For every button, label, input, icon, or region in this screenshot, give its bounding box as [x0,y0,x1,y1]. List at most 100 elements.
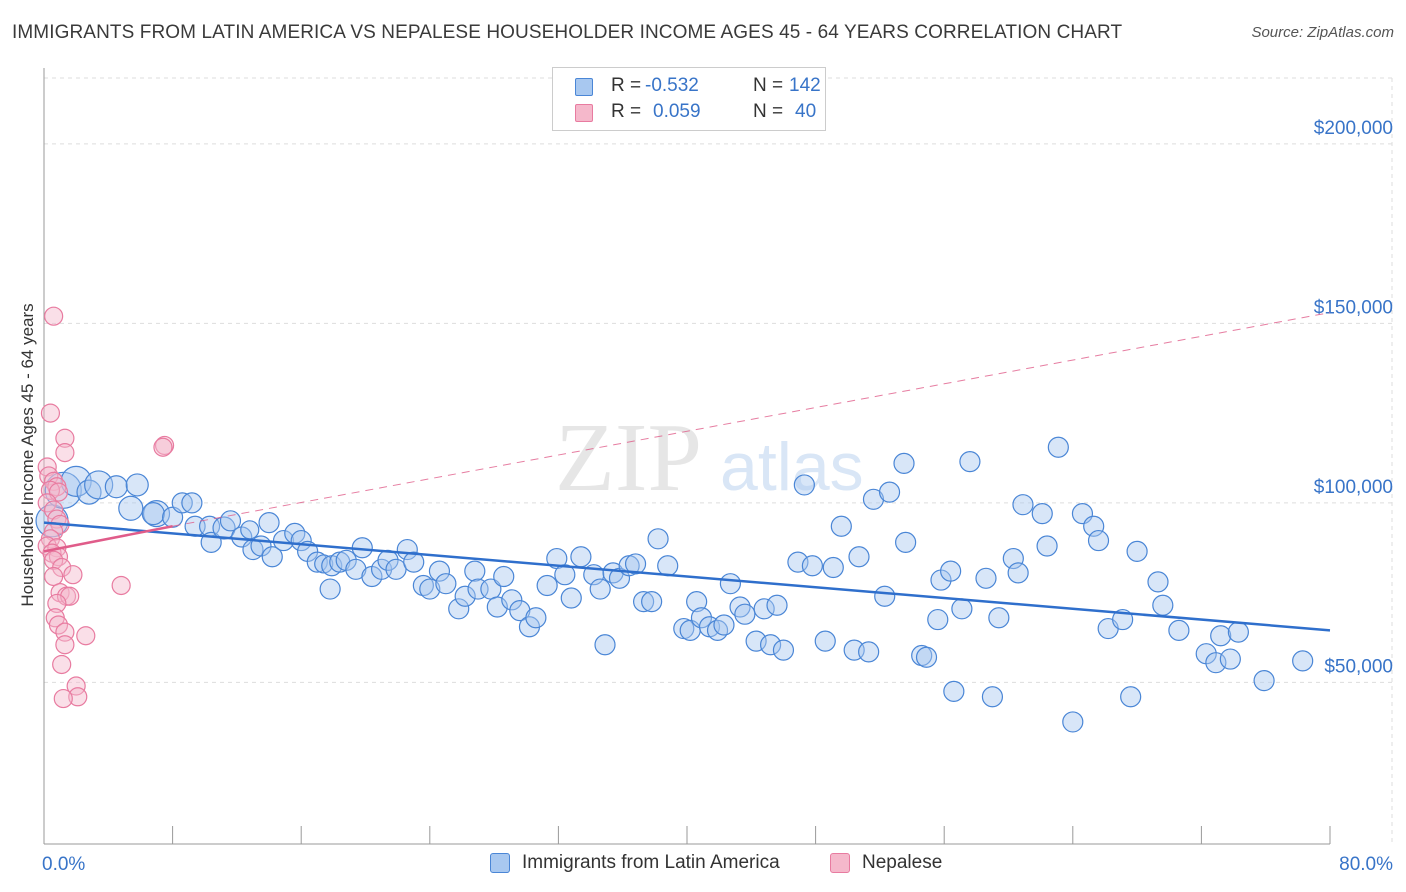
point-latin-america [1147,571,1169,593]
y-tick-label: $200,000 [1314,118,1393,139]
point-latin-america [632,591,655,613]
legend-r-label: R = [611,101,642,122]
trend-line-latin-america [43,521,1331,632]
point-latin-america [830,515,852,537]
legend-swatch-nepalese [575,104,593,122]
point-latin-america [1168,619,1190,641]
point-latin-america [927,608,949,631]
point-nepalese [153,437,173,457]
point-latin-america [793,474,815,496]
point-nepalese [40,480,61,500]
point-latin-america [125,473,149,497]
point-latin-america [759,634,782,656]
legend-r-label: R = [611,75,642,96]
point-latin-america [181,492,203,514]
point-latin-america [915,646,938,668]
legend-n-value: 142 [789,75,821,96]
point-latin-america [258,512,280,534]
point-latin-america [118,495,144,521]
point-latin-america [44,471,82,509]
point-latin-america [1253,670,1275,692]
point-latin-america [801,555,823,577]
point-latin-america [219,510,242,532]
trend-line-nepalese [43,524,173,553]
point-nepalese [53,688,73,709]
point-latin-america [570,546,592,568]
point-latin-america [60,465,92,497]
y-tick-label: $150,000 [1314,297,1393,318]
x-tick-label-min: 0.0% [42,854,85,875]
point-latin-america [493,565,515,588]
point-latin-america [560,587,582,609]
bottom-legend-label-latin-america: Immigrants from Latin America [522,852,780,873]
point-latin-america [261,546,283,568]
point-latin-america [1227,621,1249,643]
grid-lines [44,77,1393,844]
point-latin-america [822,556,844,579]
point-latin-america [1126,540,1148,562]
point-latin-america [647,528,669,550]
point-nepalese [48,615,69,635]
point-latin-america [940,560,962,582]
point-nepalese [37,493,57,513]
point-nepalese [44,550,64,570]
point-latin-america [848,546,870,568]
watermark: ZIP atlas [555,404,864,512]
legend-n-label: N = [753,101,784,122]
y-tick-label: $100,000 [1314,477,1393,498]
point-latin-america [772,639,795,661]
point-latin-america [1083,515,1105,537]
point-latin-america [1152,594,1174,616]
point-latin-america [1036,535,1058,557]
point-latin-america [589,578,611,600]
point-nepalese [44,306,64,326]
chart-title: IMMIGRANTS FROM LATIN AMERICA VS NEPALES… [12,22,1123,43]
point-latin-america [734,603,756,625]
point-latin-america [419,578,441,600]
point-latin-america [895,531,917,553]
point-latin-america [554,564,576,586]
point-nepalese [111,575,131,596]
point-latin-america [959,450,981,473]
point-nepalese [55,635,75,655]
bottom-legend-label-nepalese: Nepalese [862,852,943,873]
point-latin-america [272,529,295,552]
point-latin-america [753,598,775,620]
point-latin-america [1087,529,1110,552]
point-latin-america [1062,711,1084,733]
point-latin-america [690,607,713,629]
point-latin-america [448,598,470,620]
point-latin-america [428,560,451,582]
point-latin-america [501,589,523,611]
point-latin-america [403,551,425,573]
correlation-legend: R = -0.532 N = 142 R = 0.059 N = 40 [552,67,826,131]
point-latin-america [981,686,1004,708]
point-nepalese [52,654,72,675]
point-latin-america [1120,686,1142,708]
x-tick-label-max: 80.0% [1339,854,1393,875]
legend-r-value: 0.059 [653,101,701,122]
point-nepalese [44,566,64,587]
point-latin-america [641,591,663,613]
point-latin-america [385,558,407,580]
point-latin-america [951,598,973,620]
legend-n-label: N = [753,75,784,96]
axes [43,68,1331,845]
point-latin-america [536,574,558,597]
point-nepalese [63,565,83,585]
point-latin-america [240,520,260,540]
point-nepalese [55,443,75,463]
point-latin-america [874,585,896,607]
point-latin-america [1007,562,1029,584]
tick-labels: $50,000 $100,000 $150,000 $200,000 0.0% 80.0% [42,118,1393,875]
point-latin-america [412,574,434,597]
point-latin-america [1031,503,1053,525]
point-latin-america [84,470,114,500]
point-latin-america [878,481,901,503]
legend-r-value: -0.532 [645,75,699,96]
point-latin-america [1210,625,1232,647]
legend-swatch-latin-america [575,78,593,96]
point-latin-america [893,452,915,474]
point-latin-america [713,614,735,636]
